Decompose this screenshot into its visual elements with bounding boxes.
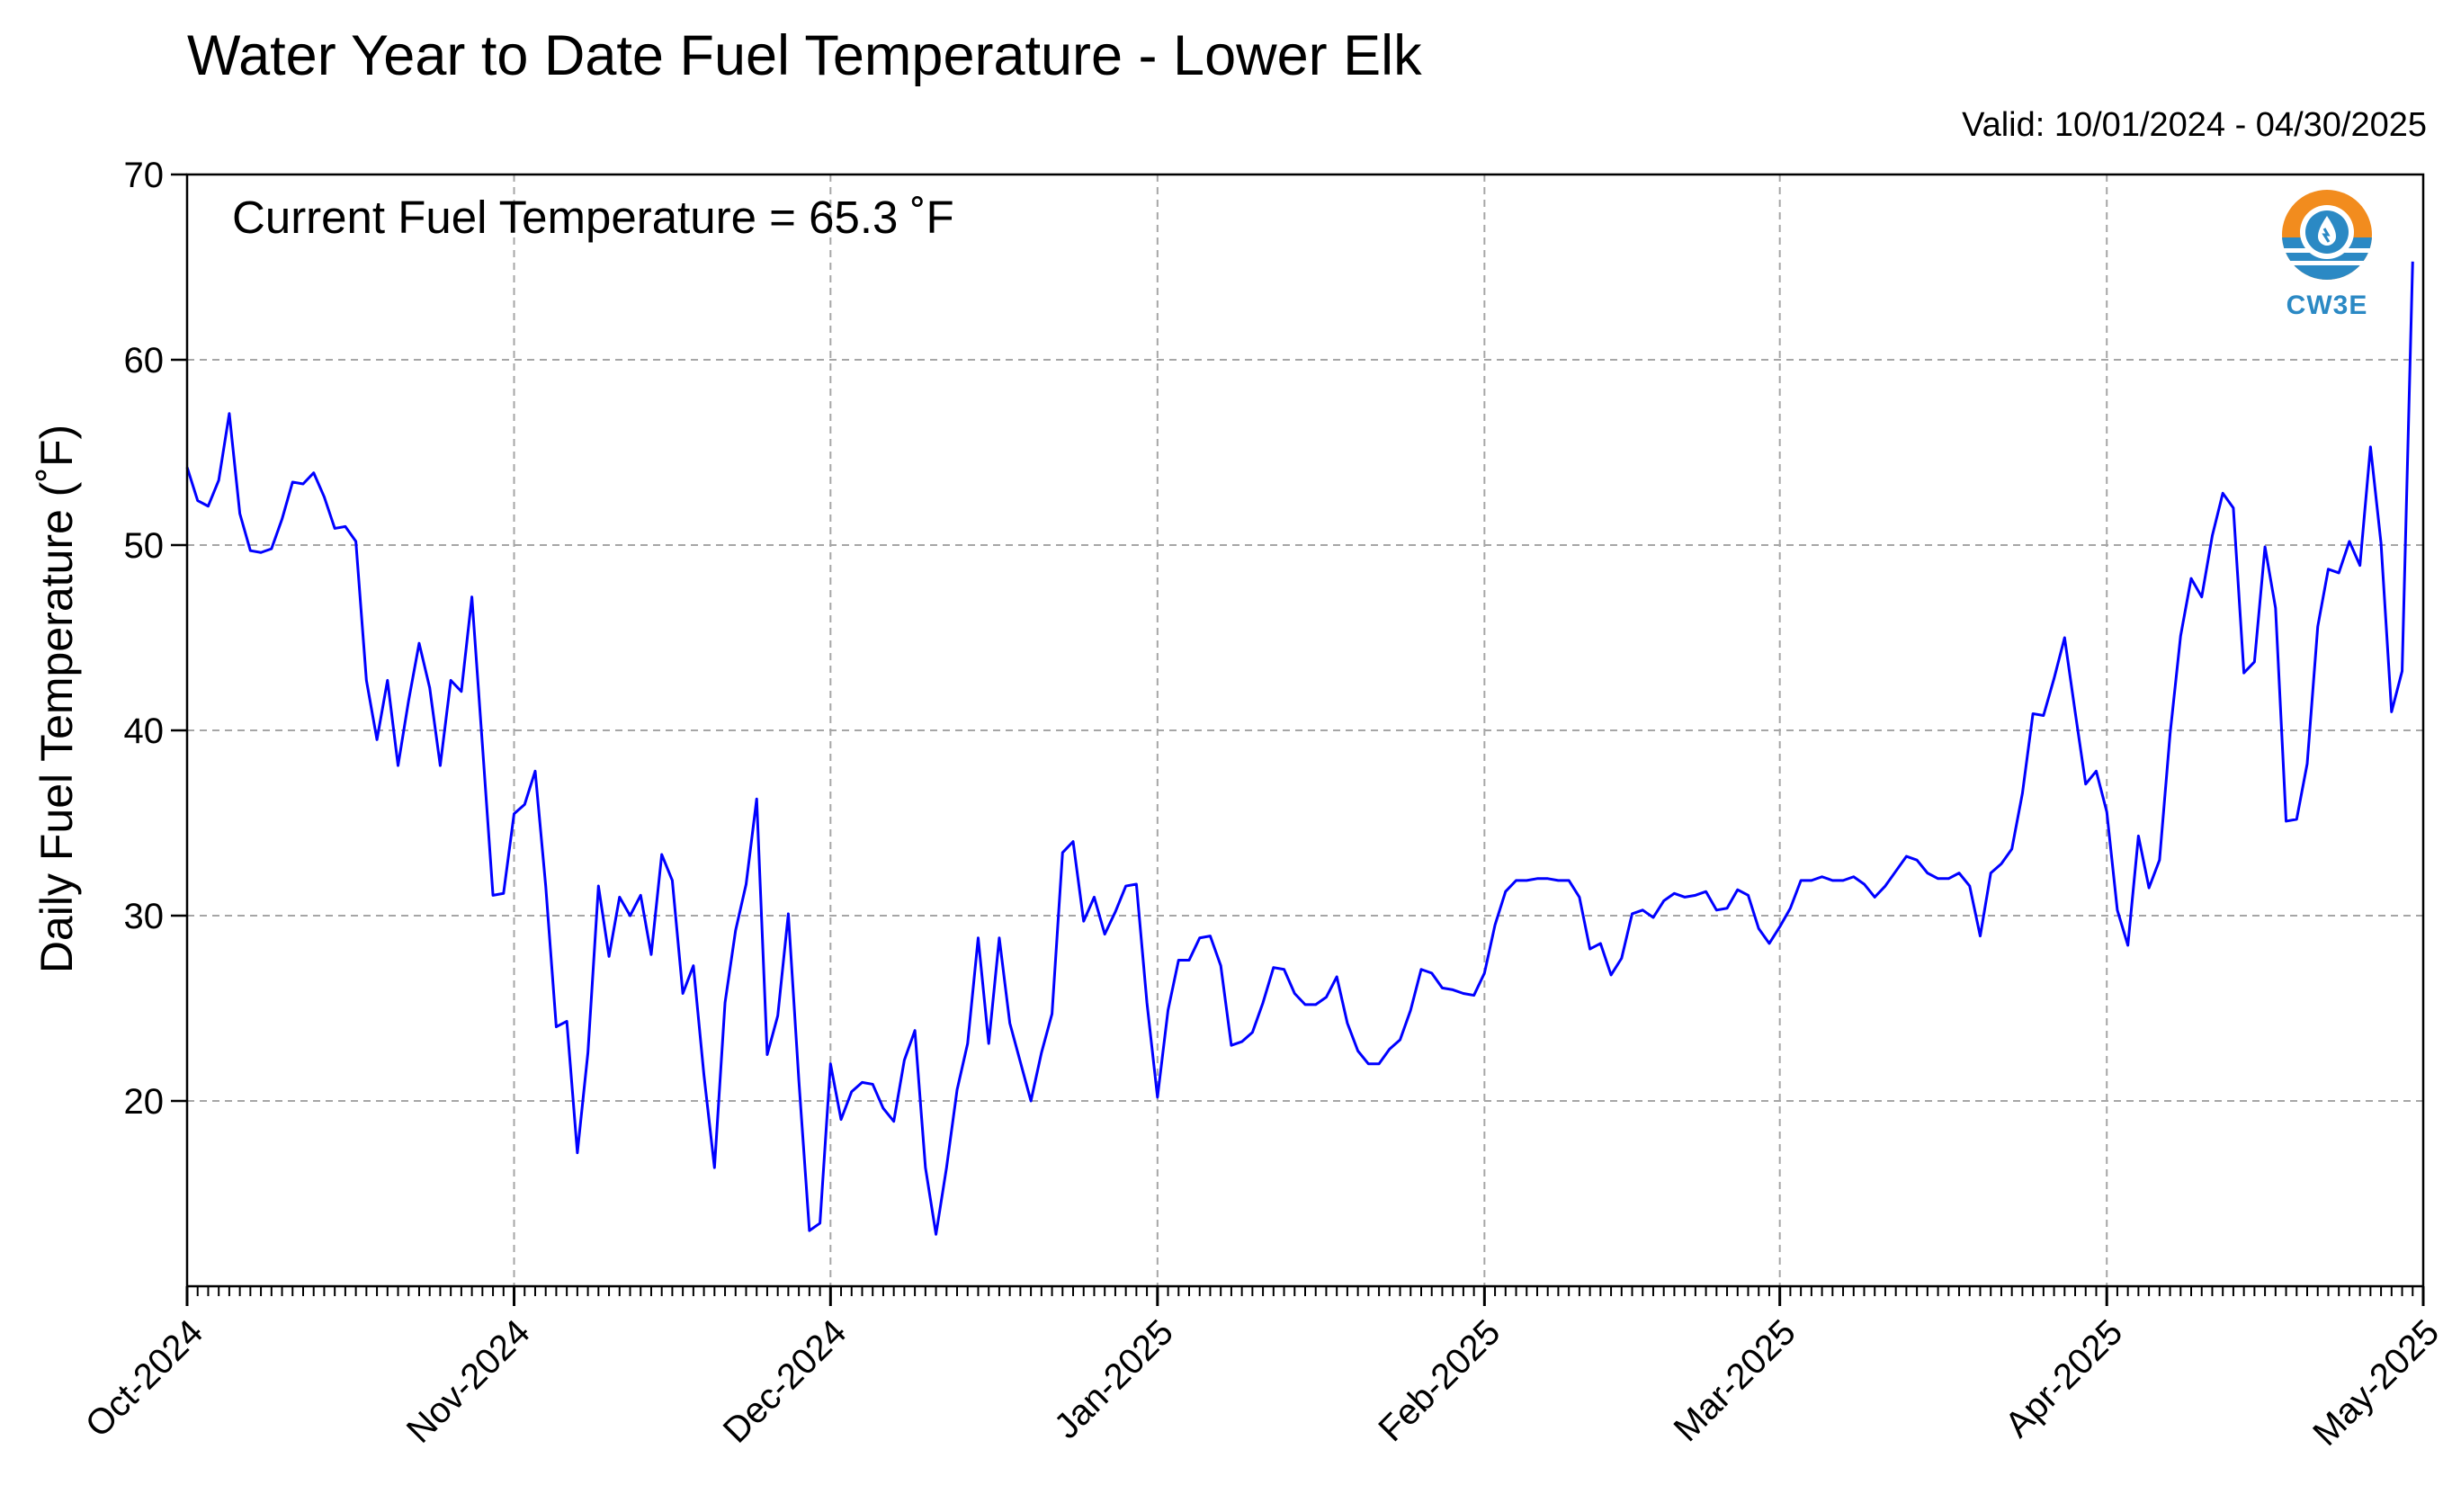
y-tick-label: 60: [124, 341, 165, 380]
chart-title: Water Year to Date Fuel Temperature - Lo…: [187, 24, 1422, 87]
cw3e-logo-icon: [2282, 190, 2372, 280]
x-tick-label: Feb-2025: [1371, 1312, 1508, 1449]
logo-text: CW3E: [2286, 291, 2368, 320]
cw3e-logo: CW3E: [2277, 185, 2376, 321]
current-temperature-annotation: Current Fuel Temperature = 65.3 ˚F: [232, 192, 954, 243]
tick-labels: 20 30 40 50 60 70 Oct-2024 Nov-2024 Dec-2024 Jan-…: [78, 156, 2447, 1454]
axis-ticks: [171, 173, 2425, 1306]
y-tick-label: 20: [124, 1082, 165, 1122]
x-tick-label: Nov-2024: [399, 1312, 538, 1451]
x-tick-label: Oct-2024: [78, 1312, 210, 1445]
x-minor-ticks: [186, 1286, 2424, 1296]
y-tick-label: 50: [124, 526, 165, 566]
plot-frame: [185, 173, 2425, 1288]
series-line: [185, 261, 2414, 1236]
grid-lines: [187, 174, 2423, 1286]
y-tick-label: 70: [124, 156, 165, 195]
y-tick-label: 30: [124, 897, 165, 936]
y-tick-label: 40: [124, 711, 165, 751]
x-tick-label: May-2025: [2305, 1312, 2447, 1454]
x-tick-label: Jan-2025: [1047, 1312, 1181, 1446]
valid-date-range: Valid: 10/01/2024 - 04/30/2025: [1962, 106, 2427, 144]
x-tick-label: Apr-2025: [1998, 1312, 2130, 1445]
x-tick-label: Dec-2024: [716, 1312, 855, 1451]
x-tick-label: Mar-2025: [1667, 1312, 1803, 1449]
